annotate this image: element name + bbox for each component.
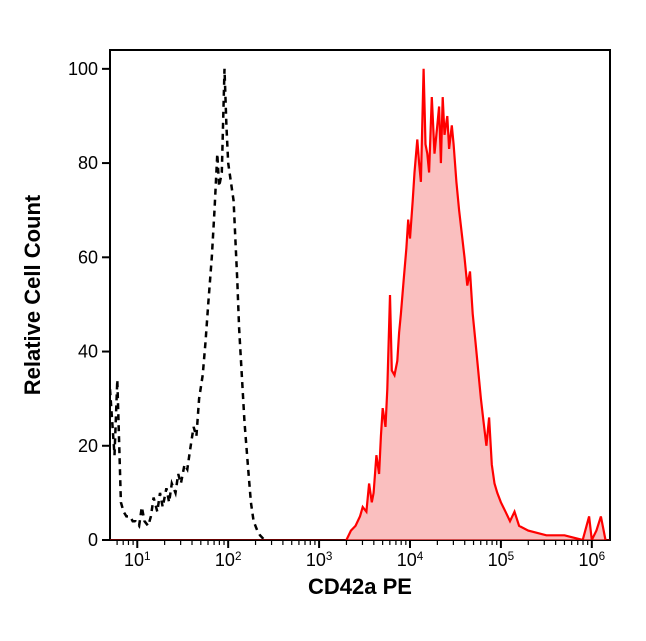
x-axis-label: CD42a PE: [308, 574, 412, 599]
flow-cytometry-chart: 0 20 40 60 80 100 101 102 103 104 105 106 Relative C…: [0, 0, 646, 641]
x-tick-label: 104: [397, 550, 424, 571]
x-tick-label: 103: [306, 550, 333, 571]
y-tick-label: 40: [78, 342, 98, 362]
y-axis-label: Relative Cell Count: [20, 194, 45, 395]
y-tick-label: 80: [78, 153, 98, 173]
y-tick-label: 20: [78, 436, 98, 456]
x-tick-label: 102: [215, 550, 242, 571]
histogram-container: 0 20 40 60 80 100 101 102 103 104 105 106 Relative C…: [0, 0, 646, 641]
x-tick-label: 105: [488, 550, 515, 571]
y-tick-label: 100: [68, 59, 98, 79]
x-tick-label: 106: [579, 550, 606, 571]
y-tick-label: 0: [88, 530, 98, 550]
y-tick-label: 60: [78, 247, 98, 267]
x-tick-label: 101: [124, 550, 151, 571]
